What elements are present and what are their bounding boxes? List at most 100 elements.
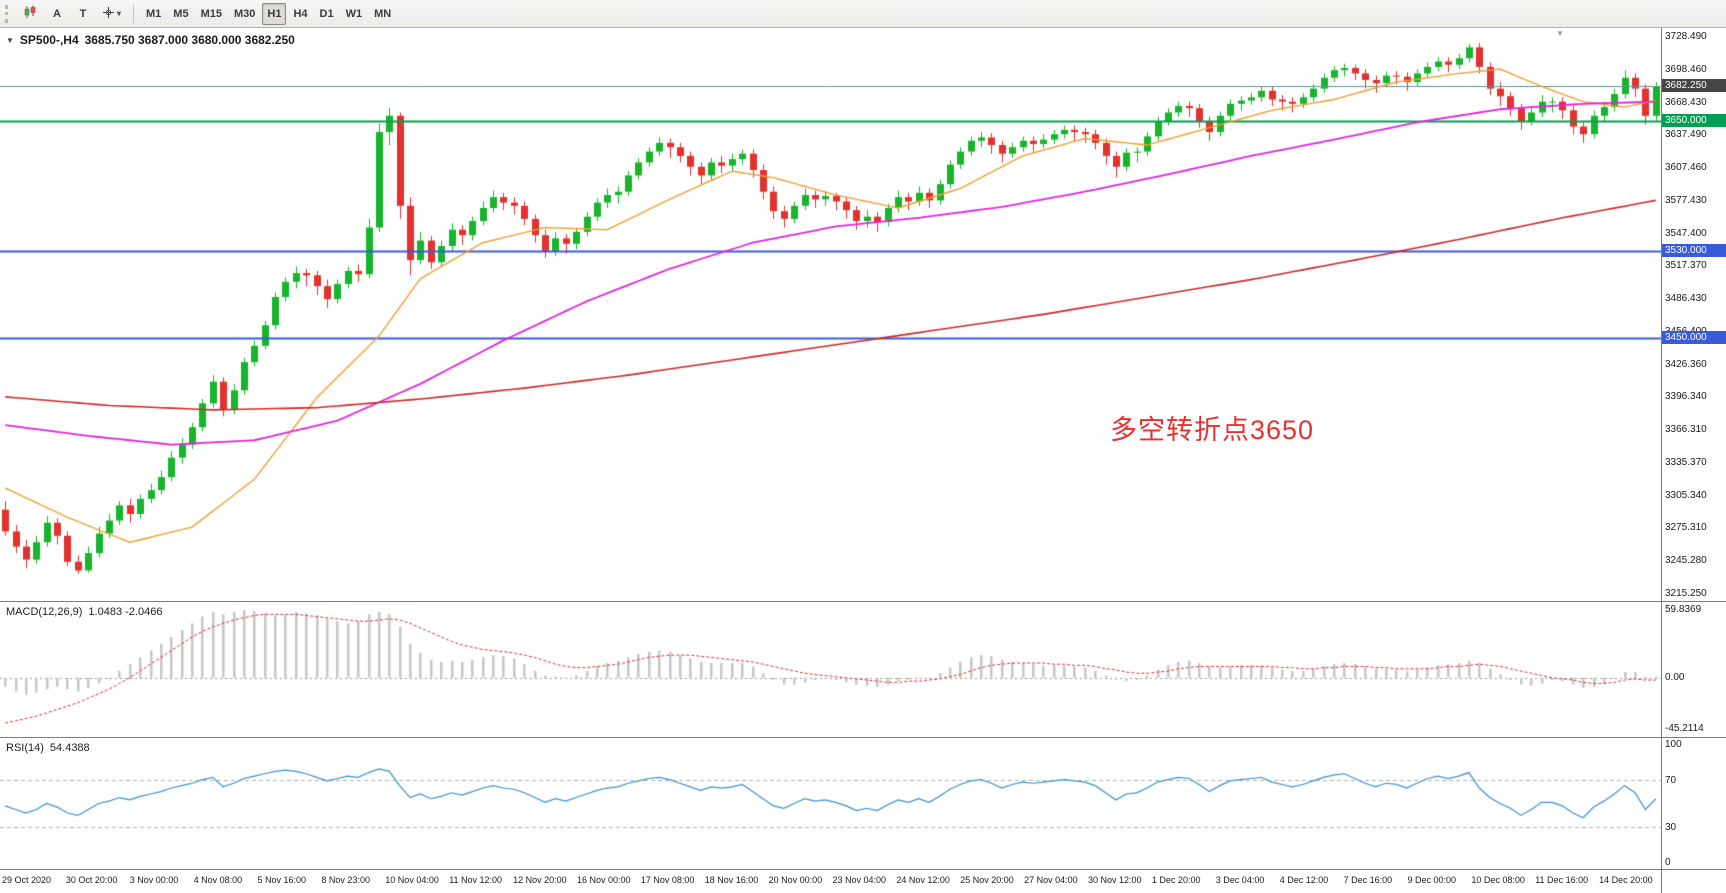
rsi-axis-label: 70 [1665, 774, 1677, 786]
rsi-axis-label: 100 [1665, 739, 1682, 750]
crosshair-icon [102, 6, 115, 22]
text-tool-button[interactable]: T [71, 3, 95, 25]
price-line-badge: 3682.250 [1662, 79, 1726, 93]
time-axis-label: 7 Dec 16:00 [1343, 875, 1393, 885]
timeframe-group: M1 M5 M15 M30 H1 H4 D1 W1 MN [141, 2, 396, 25]
price-line-badge: 3650.000 [1662, 114, 1726, 128]
rsi-axis-label: 0 [1665, 857, 1671, 868]
chart-plots: ▼ SP500-,H4 3685.750 3687.000 3680.000 3… [0, 28, 1661, 893]
tool-button-label: T [79, 7, 87, 20]
time-axis-label: 29 Oct 2020 [2, 875, 52, 885]
price-axis-label: 3517.370 [1665, 260, 1707, 272]
time-axis-label: 17 Nov 08:00 [640, 875, 695, 885]
toolbar-grip[interactable] [5, 4, 12, 23]
timeframe-button-d1[interactable]: D1 [319, 7, 334, 20]
timeframe-button-mn[interactable]: MN [374, 7, 392, 20]
crosshair-tool-button[interactable]: ▾ [97, 3, 126, 25]
timeframe-button-w1[interactable]: W1 [345, 7, 363, 20]
price-axis-label: 3275.310 [1665, 522, 1707, 534]
rsi-axis-label: 30 [1665, 822, 1677, 834]
chart-window-icon-button[interactable] [18, 3, 43, 25]
price-axis-label: 3486.430 [1665, 293, 1707, 305]
price-axis-label: 3637.490 [1665, 129, 1707, 141]
macd-axis-label: -45.2114 [1665, 723, 1704, 734]
time-axis-label: 16 Nov 00:00 [576, 875, 631, 885]
timeframe-button-m5[interactable]: M5 [173, 7, 189, 20]
ohlc-values: 3685.750 3687.000 3680.000 3682.250 [84, 33, 295, 47]
price-axis-label: 3577.430 [1665, 194, 1707, 206]
timeframe-button-h1[interactable]: H1 [262, 2, 287, 25]
time-axis-label: 4 Nov 08:00 [193, 875, 243, 885]
time-axis-label: 25 Nov 20:00 [960, 875, 1014, 885]
time-axis-label: 30 Oct 20:00 [65, 875, 118, 885]
time-axis-label: 23 Nov 04:00 [832, 875, 887, 885]
rsi-name: RSI(14) [6, 742, 44, 754]
price-axis-label: 3698.460 [1665, 63, 1707, 75]
rsi-pane[interactable]: RSI(14) 54.4388 [0, 738, 1661, 870]
price-line-badge: 3530.000 [1662, 244, 1726, 258]
time-axis-label: 18 Nov 16:00 [704, 875, 759, 885]
time-axis-label: 27 Nov 04:00 [1024, 875, 1078, 885]
time-axis-label: 30 Nov 12:00 [1088, 875, 1142, 885]
price-axis-label: 3305.340 [1665, 489, 1707, 501]
price-axis-label: 3607.460 [1665, 162, 1707, 174]
chart-area: ▼ SP500-,H4 3685.750 3687.000 3680.000 3… [0, 28, 1726, 893]
timeframe-button-m1[interactable]: M1 [146, 7, 162, 20]
price-pane[interactable]: ▼ SP500-,H4 3685.750 3687.000 3680.000 3… [0, 28, 1661, 602]
chevron-down-icon[interactable]: ▼ [6, 36, 14, 45]
macd-axis[interactable]: 59.8369 0.00 -45.2114 [1662, 602, 1726, 738]
chevron-down-icon: ▾ [117, 9, 122, 18]
time-axis-label: 10 Nov 04:00 [385, 875, 439, 885]
text-annotation-button[interactable]: A [45, 3, 69, 25]
time-axis-label: 1 Dec 20:00 [1151, 875, 1201, 885]
price-axis-label: 3668.430 [1665, 96, 1707, 108]
tool-button-label: A [53, 7, 61, 20]
macd-label: MACD(12,26,9) 1.0483 -2.0466 [6, 606, 162, 618]
macd-axis-label: 59.8369 [1665, 604, 1702, 615]
price-axis-label: 3426.360 [1665, 358, 1707, 370]
time-axis-label: 5 Nov 16:00 [257, 875, 307, 885]
macd-canvas[interactable] [0, 602, 1661, 737]
price-axis-column[interactable]: 3728.490 3698.460 3668.430 3637.490 3607.460… [1661, 28, 1726, 893]
axis-corner [1662, 870, 1726, 893]
price-axis-label: 3728.490 [1665, 31, 1707, 42]
price-axis-label: 3335.370 [1665, 456, 1707, 468]
time-axis-label: 3 Nov 00:00 [129, 875, 179, 885]
time-axis-label: 11 Nov 12:00 [449, 875, 503, 885]
price-axis-label: 3547.400 [1665, 227, 1707, 239]
price-axis-label: 3396.340 [1665, 391, 1707, 403]
price-chart-canvas[interactable] [0, 28, 1661, 601]
rsi-axis[interactable]: 100 70 30 0 [1662, 738, 1726, 870]
price-axis-label: 3215.250 [1665, 588, 1707, 599]
drawing-tools-group: A T ▾ [18, 3, 126, 25]
timeframe-button-h4[interactable]: H4 [293, 7, 308, 20]
chart-shift-marker[interactable]: ▼ [1556, 29, 1564, 38]
main-toolbar: A T ▾ M1 M5 M15 M30 H1 H4 D1 W1 MN [0, 0, 1726, 28]
symbol-timeframe-label: SP500-,H4 [19, 33, 79, 47]
macd-pane[interactable]: MACD(12,26,9) 1.0483 -2.0466 [0, 602, 1661, 738]
time-axis-label: 8 Nov 23:00 [321, 875, 370, 885]
price-axis[interactable]: 3728.490 3698.460 3668.430 3637.490 3607.460… [1662, 28, 1726, 602]
timeframe-button-m15[interactable]: M15 [200, 7, 222, 20]
macd-name: MACD(12,26,9) [6, 606, 83, 618]
price-axis-label: 3366.310 [1665, 424, 1707, 436]
price-line-badge: 3450.000 [1662, 331, 1726, 345]
rsi-label: RSI(14) 54.4388 [6, 742, 90, 754]
time-axis[interactable]: 29 Oct 2020 30 Oct 20:00 3 Nov 00:00 4 Nov … [0, 870, 1661, 893]
time-axis-label: 11 Dec 16:00 [1535, 875, 1589, 885]
time-axis-label: 24 Nov 12:00 [896, 875, 950, 885]
chart-title: ▼ SP500-,H4 3685.750 3687.000 3680.000 3… [6, 33, 295, 47]
time-axis-label: 3 Dec 04:00 [1215, 875, 1265, 885]
time-axis-label: 10 Dec 08:00 [1471, 875, 1525, 885]
timeframe-button-m30[interactable]: M30 [233, 7, 256, 20]
price-axis-label: 3245.280 [1665, 555, 1707, 567]
rsi-canvas[interactable] [0, 738, 1661, 869]
annotation-text: 多空转折点3650 [1110, 415, 1315, 445]
macd-values: 1.0483 -2.0466 [88, 606, 163, 618]
macd-axis-label: 0.00 [1665, 671, 1685, 683]
time-axis-label: 9 Dec 00:00 [1407, 875, 1456, 885]
time-axis-label: 20 Nov 00:00 [768, 875, 823, 885]
time-axis-label: 14 Dec 20:00 [1599, 875, 1653, 885]
toolbar-separator [133, 4, 135, 23]
